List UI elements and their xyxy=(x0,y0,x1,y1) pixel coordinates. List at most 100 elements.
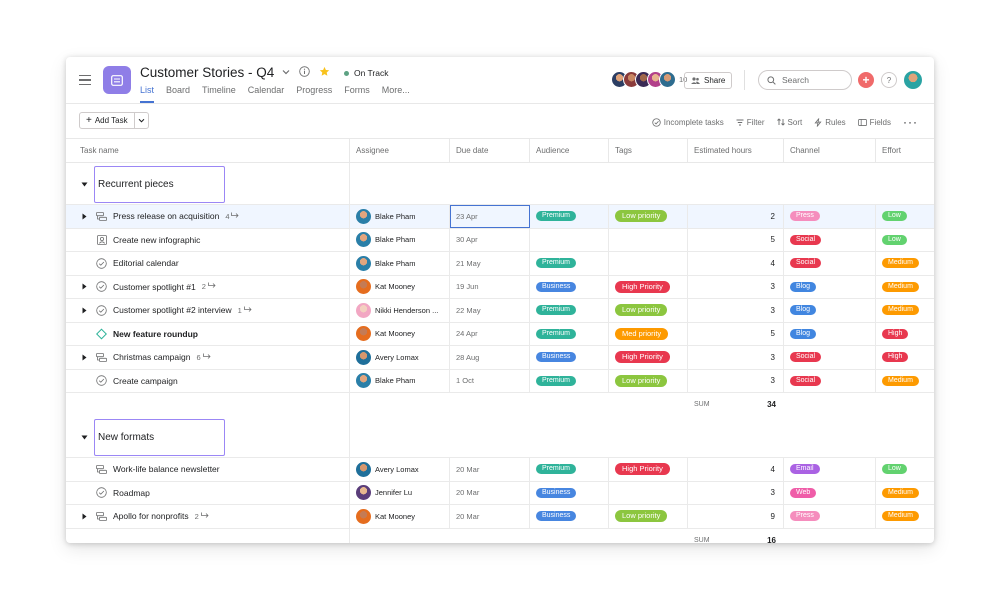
audience-cell[interactable]: Premium xyxy=(530,322,609,345)
effort-cell[interactable]: Medium xyxy=(876,252,934,275)
project-members[interactable]: 10 xyxy=(611,71,687,88)
task-row[interactable]: New feature roundup Kat Mooney 24 Apr Premi… xyxy=(66,322,934,346)
due-date-cell[interactable]: 19 Jun xyxy=(450,275,530,298)
user-avatar[interactable] xyxy=(904,71,922,89)
column-header-effort[interactable]: Effort xyxy=(882,146,901,155)
tags-cell[interactable]: Low priority xyxy=(609,505,688,528)
due-date-cell[interactable]: 30 Apr xyxy=(450,228,530,251)
hamburger-menu-icon[interactable] xyxy=(79,75,91,85)
channel-cell[interactable]: Social xyxy=(784,228,876,251)
search-bar[interactable] xyxy=(758,70,852,90)
due-date-cell[interactable]: 22 May xyxy=(450,299,530,322)
task-name-cell[interactable]: Roadmap xyxy=(74,481,350,504)
subtasks-icon[interactable] xyxy=(96,464,107,475)
task-name-cell[interactable]: Create campaign xyxy=(74,369,350,392)
channel-cell[interactable]: Blog xyxy=(784,299,876,322)
assignee[interactable]: Avery Lomax xyxy=(356,349,419,365)
channel-cell[interactable]: Social xyxy=(784,369,876,392)
channel-cell[interactable]: Web xyxy=(784,481,876,504)
tags-cell[interactable]: High Priority xyxy=(609,346,688,369)
project-status[interactable]: On Track xyxy=(344,68,388,78)
effort-cell[interactable]: Medium xyxy=(876,370,934,393)
audience-cell[interactable]: Business xyxy=(530,275,609,298)
task-name[interactable]: Customer spotlight #2 interview xyxy=(113,305,232,316)
due-date-cell[interactable]: 1 Oct xyxy=(450,369,530,392)
tags-cell[interactable] xyxy=(609,252,688,275)
quick-add-icon[interactable]: + xyxy=(858,72,874,88)
project-title[interactable]: Customer Stories - Q4 xyxy=(140,65,275,80)
audience-cell[interactable]: Business xyxy=(530,346,609,369)
task-name[interactable]: Work-life balance newsletter xyxy=(113,464,220,475)
effort-cell[interactable]: Low xyxy=(876,458,934,481)
add-task-button[interactable]: + Add Task xyxy=(80,113,134,128)
task-row[interactable]: Editorial calendar Blake Pham 21 May Premiu… xyxy=(66,252,934,276)
effort-cell[interactable]: Medium xyxy=(876,299,934,322)
subtask-count[interactable]: 1 xyxy=(238,306,253,315)
more-options-icon[interactable]: ··· xyxy=(903,115,918,129)
effort-cell[interactable]: Medium xyxy=(876,482,934,505)
audience-cell[interactable] xyxy=(530,228,609,251)
sort-button[interactable]: Sort xyxy=(776,118,802,127)
column-header-estimated-hours[interactable]: Estimated hours xyxy=(688,139,784,163)
assignee[interactable]: Jennifer Lu xyxy=(356,485,412,501)
task-name[interactable]: Press release on acquisition xyxy=(113,211,220,222)
assignee-cell[interactable]: Kat Mooney xyxy=(350,505,450,528)
task-name[interactable]: Create campaign xyxy=(113,375,178,386)
fields-button[interactable]: Fields xyxy=(857,118,891,127)
effort-cell[interactable]: High xyxy=(876,346,934,369)
assignee-cell[interactable]: Blake Pham xyxy=(350,369,450,392)
estimated-hours-cell[interactable]: 3 xyxy=(688,369,784,392)
assignee[interactable]: Kat Mooney xyxy=(356,279,415,295)
task-name-cell[interactable]: Christmas campaign 6 xyxy=(74,346,350,369)
tags-cell[interactable]: Low priority xyxy=(609,299,688,322)
audience-cell[interactable]: Premium xyxy=(530,299,609,322)
check-circle-icon[interactable] xyxy=(96,258,107,269)
task-name[interactable]: Christmas campaign xyxy=(113,352,191,363)
assignee-cell[interactable]: Jennifer Lu xyxy=(350,481,450,504)
channel-cell[interactable]: Press xyxy=(784,205,876,228)
tags-cell[interactable] xyxy=(609,481,688,504)
audience-cell[interactable]: Premium xyxy=(530,369,609,392)
incomplete-tasks-button[interactable]: Incomplete tasks xyxy=(652,118,724,127)
task-name-cell[interactable]: Customer spotlight #2 interview 1 xyxy=(74,299,350,322)
subtask-count[interactable]: 4 xyxy=(225,212,240,221)
column-header-due-date[interactable]: Due date xyxy=(450,139,530,163)
task-row[interactable]: Create new infographic Blake Pham 30 Apr 5 S… xyxy=(66,228,934,252)
search-input[interactable] xyxy=(782,75,842,85)
task-row[interactable]: Roadmap Jennifer Lu 20 Mar Business 3 Web Medi… xyxy=(66,481,934,505)
assignee-cell[interactable]: Blake Pham xyxy=(350,228,450,251)
due-date-cell[interactable]: 23 Apr xyxy=(450,205,530,228)
due-date-cell[interactable]: 24 Apr xyxy=(450,322,530,345)
tab-progress[interactable]: Progress xyxy=(296,85,333,95)
task-name-cell[interactable]: Work-life balance newsletter xyxy=(74,458,350,481)
chevron-down-icon[interactable] xyxy=(282,69,290,75)
task-row[interactable]: Work-life balance newsletter Avery Lomax 2… xyxy=(66,458,934,482)
estimated-hours-cell[interactable]: 4 xyxy=(688,252,784,275)
estimated-hours-cell[interactable]: 2 xyxy=(688,205,784,228)
estimated-hours-cell[interactable]: 3 xyxy=(688,275,784,298)
approval-icon[interactable] xyxy=(96,234,107,245)
assignee[interactable]: Blake Pham xyxy=(356,208,415,224)
subtasks-icon[interactable] xyxy=(96,352,107,363)
tags-cell[interactable]: Low priority xyxy=(609,205,688,228)
task-row[interactable]: Apollo for nonprofits 2 Kat Mooney 20 Mar Bu… xyxy=(66,505,934,529)
task-name[interactable]: New feature roundup xyxy=(113,328,199,339)
add-task-dropdown[interactable] xyxy=(133,113,148,128)
tags-cell[interactable]: Low priority xyxy=(609,369,688,392)
audience-cell[interactable]: Business xyxy=(530,505,609,528)
task-row[interactable]: Create campaign Blake Pham 1 Oct Premium Low… xyxy=(66,369,934,393)
task-name[interactable]: Editorial calendar xyxy=(113,258,179,269)
assignee[interactable]: Kat Mooney xyxy=(356,508,415,524)
due-date-cell[interactable]: 20 Mar xyxy=(450,481,530,504)
effort-cell[interactable]: Medium xyxy=(876,505,934,528)
assignee-cell[interactable]: Blake Pham xyxy=(350,252,450,275)
estimated-hours-cell[interactable]: 4 xyxy=(688,458,784,481)
tags-cell[interactable]: High Priority xyxy=(609,275,688,298)
estimated-hours-cell[interactable]: 3 xyxy=(688,299,784,322)
effort-cell[interactable]: Low xyxy=(876,205,934,228)
estimated-hours-cell[interactable]: 5 xyxy=(688,228,784,251)
task-name-cell[interactable]: Apollo for nonprofits 2 xyxy=(74,505,350,528)
estimated-hours-cell[interactable]: 3 xyxy=(688,481,784,504)
subtasks-icon[interactable] xyxy=(96,511,107,522)
task-name[interactable]: Customer spotlight #1 xyxy=(113,281,196,292)
